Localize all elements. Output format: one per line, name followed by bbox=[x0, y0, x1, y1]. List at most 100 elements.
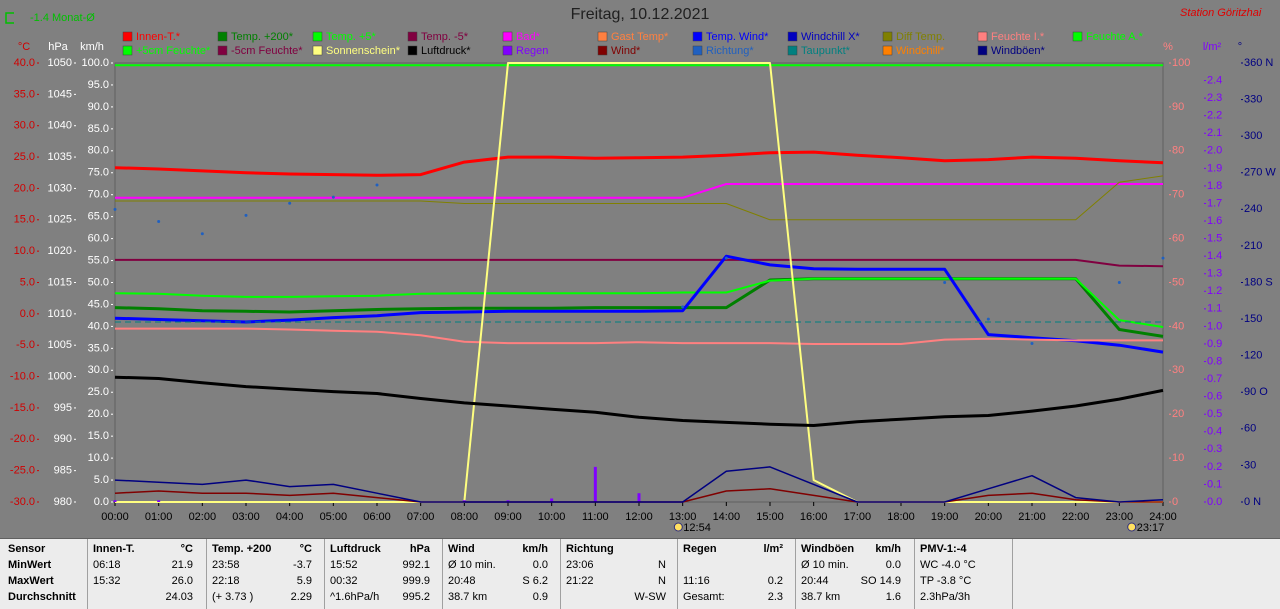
rain-bar bbox=[157, 500, 161, 502]
y-tick-label: 270 W bbox=[1244, 167, 1276, 179]
y-tick-label: 75.0 bbox=[88, 167, 109, 179]
cell-left: (+ 3.73 ) bbox=[212, 591, 254, 603]
cell-right: S 6.2 bbox=[522, 575, 548, 587]
y-tick-label: 1000 bbox=[48, 370, 72, 382]
y-tick-label: 0.5 bbox=[1207, 408, 1222, 420]
cell-right: 999.9 bbox=[402, 575, 430, 587]
y-tick-label: 1.0 bbox=[1207, 320, 1222, 332]
y-tick-label: 0.7 bbox=[1207, 373, 1222, 385]
series-line bbox=[115, 327, 1163, 345]
cell-right: 0.0 bbox=[885, 559, 901, 571]
column-separator bbox=[1012, 539, 1013, 609]
x-tick-label: 23:00 bbox=[1106, 511, 1134, 523]
y-tick-label: 2.0 bbox=[1207, 145, 1222, 157]
axis-unit: ° bbox=[1238, 41, 1242, 53]
y-tick-label: 95.0 bbox=[88, 79, 109, 91]
x-tick-label: 17:00 bbox=[844, 511, 872, 523]
y-tick-label: 10.0 bbox=[14, 245, 35, 257]
cell-right: W-SW bbox=[634, 591, 666, 603]
rain-bar bbox=[593, 466, 597, 502]
legend-label: Feuchte A.* bbox=[1086, 31, 1144, 43]
cell-right: N bbox=[658, 575, 666, 587]
series-line bbox=[115, 258, 1164, 268]
y-tick-label: 1015 bbox=[48, 276, 72, 288]
y-tick-label: 1.4 bbox=[1207, 250, 1222, 262]
x-tick-label: 24:00 bbox=[1149, 511, 1177, 523]
rain-bar bbox=[506, 500, 510, 502]
cell-left: WC -4.0 °C bbox=[920, 559, 976, 571]
x-tick-label: 03:00 bbox=[232, 511, 260, 523]
cell-right: 0.9 bbox=[532, 591, 548, 603]
series-line bbox=[115, 183, 1163, 199]
direction-dot bbox=[375, 183, 379, 187]
y-tick-label: -15.0 bbox=[10, 402, 35, 414]
y-tick-label: 330 bbox=[1244, 93, 1262, 105]
y-tick-label: 40 bbox=[1172, 320, 1184, 332]
x-tick-label: 10:00 bbox=[538, 511, 566, 523]
plot-area bbox=[114, 62, 1164, 503]
direction-dot bbox=[113, 207, 117, 211]
legend-label: Temp. Wind* bbox=[706, 31, 769, 43]
y-tick-label: 180 S bbox=[1244, 276, 1273, 288]
y-tick-label: 80 bbox=[1172, 145, 1184, 157]
legend-swatch bbox=[122, 31, 133, 42]
x-tick-label: 14:00 bbox=[713, 511, 741, 523]
column-title: Luftdruck bbox=[330, 543, 381, 555]
x-tick-label: 02:00 bbox=[189, 511, 217, 523]
direction-dot bbox=[288, 201, 292, 205]
cell-left: 20:44 bbox=[801, 575, 829, 587]
series-line bbox=[114, 150, 1164, 177]
y-tick-label: 80.0 bbox=[88, 145, 109, 157]
column-title: Wind bbox=[448, 543, 475, 555]
y-tick-label: 300 bbox=[1244, 130, 1262, 142]
y-tick-label: 0.0 bbox=[94, 496, 109, 508]
annotation: 23:17 bbox=[1137, 522, 1165, 534]
y-tick-label: 60 bbox=[1244, 423, 1256, 435]
direction-dot bbox=[157, 220, 161, 224]
legend-swatch bbox=[977, 45, 988, 56]
legend-swatch bbox=[1072, 31, 1083, 42]
x-tick-label: 19:00 bbox=[931, 511, 959, 523]
y-tick-label: 1025 bbox=[48, 214, 72, 226]
cell-left: ^1.6hPa/h bbox=[330, 591, 380, 603]
column-separator bbox=[795, 539, 796, 609]
cell-right: 1.6 bbox=[885, 591, 901, 603]
column-title: Richtung bbox=[566, 543, 614, 555]
y-tick-label: 60.0 bbox=[88, 233, 109, 245]
annotation: 12:54 bbox=[683, 522, 711, 534]
sun-icon bbox=[673, 522, 683, 532]
legend-swatch bbox=[787, 31, 798, 42]
direction-dot bbox=[200, 232, 204, 236]
cell-left: 22:18 bbox=[212, 575, 240, 587]
station: Station Göritzhai bbox=[1180, 7, 1262, 19]
row-label: MinWert bbox=[8, 559, 52, 571]
y-tick-label: 20 bbox=[1172, 408, 1184, 420]
y-tick-label: 60 bbox=[1172, 233, 1184, 245]
x-tick-label: 01:00 bbox=[145, 511, 173, 523]
y-tick-label: 2.1 bbox=[1207, 127, 1222, 139]
y-tick-label: 1.9 bbox=[1207, 162, 1222, 174]
legend-label: Innen-T.* bbox=[136, 31, 181, 43]
legend-label: +5cm Feuchte* bbox=[136, 45, 211, 57]
y-tick-label: 5.0 bbox=[94, 474, 109, 486]
legend-label: Gast Temp* bbox=[611, 31, 669, 43]
y-tick-label: 0.8 bbox=[1207, 355, 1222, 367]
column-separator bbox=[560, 539, 561, 609]
y-tick-label: 0.2 bbox=[1207, 461, 1222, 473]
column-unit: hPa bbox=[409, 543, 430, 555]
series-line bbox=[114, 466, 1164, 503]
y-tick-label: -5.0 bbox=[16, 339, 35, 351]
cell-left: 15:32 bbox=[93, 575, 121, 587]
y-tick-label: 1005 bbox=[48, 339, 72, 351]
y-tick-label: 1050 bbox=[48, 57, 72, 69]
rain-bar bbox=[637, 493, 641, 502]
y-tick-label: 2.4 bbox=[1207, 74, 1222, 86]
y-tick-label: 0.6 bbox=[1207, 391, 1222, 403]
y-tick-label: 70 bbox=[1172, 189, 1184, 201]
x-tick-label: 15:00 bbox=[756, 511, 784, 523]
y-tick-label: 20.0 bbox=[88, 408, 109, 420]
cell-left: 15:52 bbox=[330, 559, 358, 571]
y-tick-label: 150 bbox=[1244, 313, 1262, 325]
cell-left: 00:32 bbox=[330, 575, 358, 587]
cell-right: 21.9 bbox=[171, 559, 193, 571]
